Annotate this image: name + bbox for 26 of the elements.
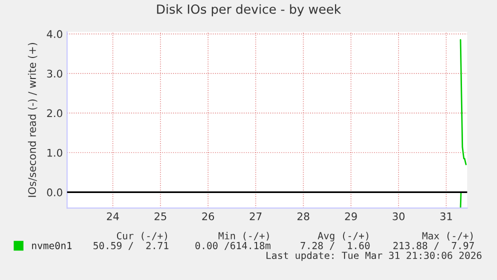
y-tick-label: 3.0 xyxy=(47,70,62,78)
text: Cur (-/+) xyxy=(116,232,167,241)
x-tick-label: 31 xyxy=(440,212,452,220)
text: 50.59 / 2.71 xyxy=(94,242,168,250)
text: Avg (-/+) xyxy=(318,232,368,242)
y-axis-title: IOs/second read (-) / write (+) xyxy=(28,42,38,197)
y-tick-label: 2.0 xyxy=(47,109,62,118)
y-tick-label: 4.0 xyxy=(46,30,62,38)
text: Min (-/+) xyxy=(218,232,269,241)
legend-label: nvme0n1 xyxy=(32,242,72,250)
chart-title: Disk IOs per device - by week xyxy=(157,4,342,16)
text: 7.28 / 1.60 xyxy=(300,242,370,250)
text: 0.00 /614.18m xyxy=(195,242,270,250)
y-tick-label: 1.0 xyxy=(48,148,62,157)
x-tick-label: 25 xyxy=(154,212,166,220)
line-series xyxy=(460,39,467,166)
x-tick-label: 24 xyxy=(106,212,119,220)
text: Max (-/+) xyxy=(422,232,473,241)
x-tick-label: 29 xyxy=(345,212,357,220)
text: 213.88 / 7.97 xyxy=(393,242,474,250)
y-tick-label: 0.0 xyxy=(47,188,62,196)
x-tick-label: 26 xyxy=(202,212,214,220)
text: Last update: Tue Mar 31 21:30:06 2026 xyxy=(266,252,482,261)
x-tick-label: 28 xyxy=(297,212,310,220)
x-tick-label: 30 xyxy=(392,212,405,220)
x-tick-label: 27 xyxy=(250,212,262,220)
